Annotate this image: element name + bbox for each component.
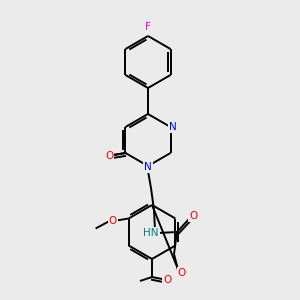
- Text: HN: HN: [143, 228, 159, 238]
- Text: O: O: [105, 151, 114, 161]
- Text: O: O: [178, 268, 186, 278]
- Text: N: N: [144, 162, 152, 172]
- Text: N: N: [169, 122, 176, 132]
- Text: O: O: [109, 217, 117, 226]
- Text: F: F: [145, 22, 151, 32]
- Text: O: O: [189, 211, 197, 221]
- Text: O: O: [163, 275, 171, 285]
